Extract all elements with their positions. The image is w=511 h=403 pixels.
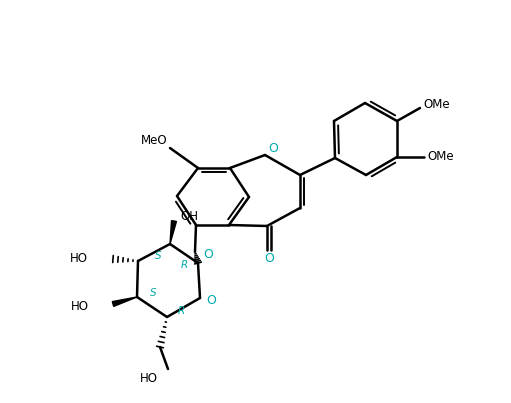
Text: O: O [264, 253, 274, 266]
Text: MeO: MeO [141, 135, 167, 147]
Polygon shape [112, 297, 137, 306]
Text: R: R [177, 306, 184, 316]
Text: OMe: OMe [427, 150, 454, 164]
Text: O: O [203, 247, 213, 260]
Text: S: S [155, 251, 161, 261]
Polygon shape [170, 220, 176, 244]
Text: HO: HO [70, 253, 88, 266]
Text: HO: HO [140, 372, 158, 386]
Text: OMe: OMe [423, 98, 450, 112]
Text: S: S [150, 288, 156, 298]
Text: HO: HO [71, 299, 89, 312]
Text: O: O [206, 295, 216, 307]
Text: OH: OH [180, 210, 198, 222]
Text: O: O [268, 141, 278, 154]
Text: R: R [180, 260, 188, 270]
